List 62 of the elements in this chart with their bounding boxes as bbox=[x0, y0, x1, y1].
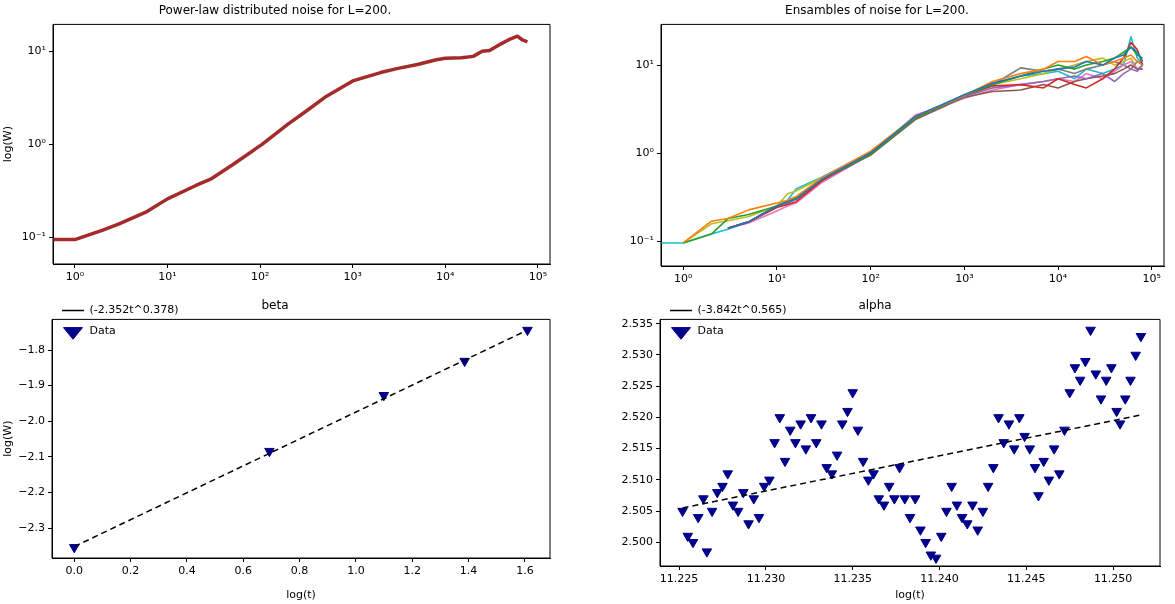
x-tick-label: 0.6 bbox=[234, 564, 253, 578]
x-tick-label: 11.225 bbox=[659, 572, 699, 586]
y-tick-label: −2.3 bbox=[18, 520, 45, 534]
x-tick-label: 10⁴ bbox=[1048, 272, 1068, 286]
y-tick-label: 2.530 bbox=[621, 347, 653, 361]
legend-label: Data bbox=[697, 324, 724, 338]
point bbox=[378, 392, 390, 402]
y-tick-label: −2.0 bbox=[18, 414, 45, 428]
y-tick-label: −1.8 bbox=[18, 342, 45, 356]
x-tick-label: 1.0 bbox=[347, 564, 365, 578]
y-tick-label: 10⁻¹ bbox=[629, 233, 654, 247]
x-tick-label: 1.2 bbox=[403, 564, 422, 578]
x-tick-label: 10¹ bbox=[767, 272, 787, 286]
y-tick-label: −2.1 bbox=[18, 449, 45, 463]
y-tick-label: −2.2 bbox=[18, 485, 45, 499]
x-tick-label: 11.235 bbox=[833, 572, 872, 586]
y-tick-label: 2.525 bbox=[621, 379, 653, 393]
y-tick-label: 2.535 bbox=[621, 316, 653, 330]
y-tick-label: 10⁻¹ bbox=[21, 230, 46, 244]
chart-title: Ensambles of noise for L=200. bbox=[785, 3, 969, 18]
legend-label: (-3.842t^0.565) bbox=[697, 303, 787, 317]
y-tick-label: 2.500 bbox=[621, 535, 653, 549]
chart-title: beta bbox=[261, 298, 289, 313]
x-tick-label: 10³ bbox=[955, 272, 974, 286]
x-axis-title: log(t) bbox=[895, 588, 925, 602]
x-tick-label: 0.8 bbox=[290, 564, 309, 578]
y-axis-title: log(W) bbox=[1, 420, 15, 457]
x-tick-label: 10³ bbox=[343, 270, 362, 284]
y-tick-label: 2.520 bbox=[621, 410, 653, 424]
x-tick-label: 1.4 bbox=[459, 564, 478, 578]
y-tick-label: 2.510 bbox=[621, 472, 653, 486]
x-tick-label: 11.230 bbox=[746, 572, 786, 586]
x-tick-label: 10⁰ bbox=[673, 272, 693, 286]
x-tick-label: 0.4 bbox=[178, 564, 196, 578]
x-tick-label: 11.240 bbox=[920, 572, 959, 586]
x-axis-title: log(t) bbox=[286, 588, 316, 602]
point bbox=[264, 447, 275, 458]
x-tick-label: 10² bbox=[250, 270, 270, 284]
y-tick-label: 2.515 bbox=[621, 441, 653, 455]
point bbox=[522, 326, 533, 337]
y-tick-label: 10¹ bbox=[27, 44, 46, 58]
x-tick-label: 1.6 bbox=[516, 564, 534, 578]
y-tick-label: 10⁰ bbox=[27, 137, 47, 151]
x-tick-label: 10⁵ bbox=[1142, 272, 1161, 286]
x-tick-label: 11.250 bbox=[1093, 572, 1133, 586]
y-tick-label: −1.9 bbox=[18, 378, 45, 392]
chart-title: Power-law distributed noise for L=200. bbox=[158, 3, 392, 18]
x-tick-label: 0.0 bbox=[65, 564, 83, 578]
x-tick-label: 10⁴ bbox=[436, 270, 456, 284]
y-axis-title: log(W) bbox=[1, 126, 15, 163]
y-tick-label: 2.505 bbox=[621, 503, 653, 517]
legend-label: (-2.352t^0.378) bbox=[89, 303, 179, 317]
x-tick-label: 10⁵ bbox=[528, 270, 548, 284]
y-tick-label: 10¹ bbox=[635, 57, 654, 71]
legend-label: Data bbox=[89, 324, 116, 338]
chart-title: alpha bbox=[858, 298, 892, 313]
y-tick-label: 10⁰ bbox=[635, 145, 655, 159]
x-tick-label: 11.245 bbox=[1007, 572, 1046, 586]
x-tick-label: 10² bbox=[861, 272, 880, 286]
x-tick-label: 0.2 bbox=[121, 564, 140, 578]
x-tick-label: 10¹ bbox=[158, 270, 177, 284]
x-tick-label: 10⁰ bbox=[65, 270, 85, 284]
